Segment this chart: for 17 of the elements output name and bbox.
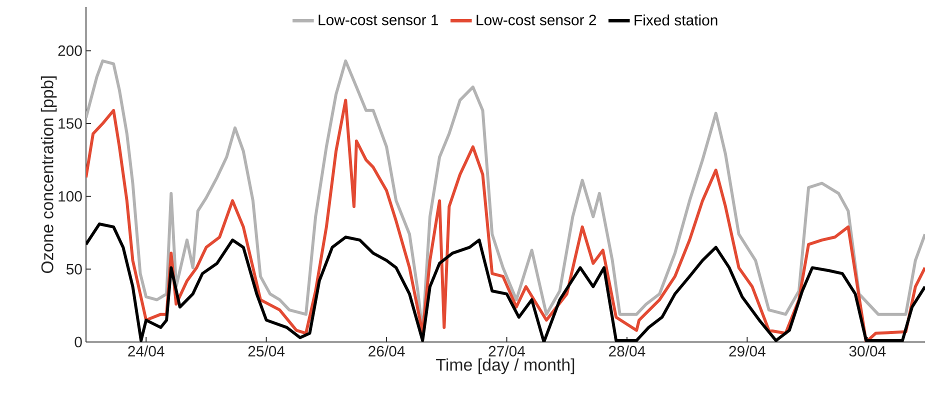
y-tick-label: 200: [58, 45, 82, 56]
y-tick-label: 150: [58, 118, 82, 129]
x-tick-label: 26/04: [368, 346, 405, 356]
x-axis-title: Time [day / month]: [436, 358, 574, 374]
y-tick-label: 100: [58, 191, 82, 202]
legend-label: Low-cost sensor 1: [318, 14, 438, 26]
x-tick-label: 29/04: [729, 346, 766, 356]
y-tick-label: 0: [74, 336, 82, 348]
legend-label: Low-cost sensor 2: [476, 14, 596, 26]
legend-label: Fixed station: [634, 14, 718, 26]
y-tick-label: 50: [66, 264, 82, 274]
x-tick-label: 27/04: [488, 346, 526, 356]
x-tick-label: 30/04: [849, 346, 886, 356]
x-tick-label: 25/04: [248, 346, 285, 356]
x-tick-label: 28/04: [609, 346, 646, 356]
y-axis-title: Ozone concentration [ppb]: [40, 76, 57, 274]
x-tick-label: 24/04: [128, 346, 164, 356]
